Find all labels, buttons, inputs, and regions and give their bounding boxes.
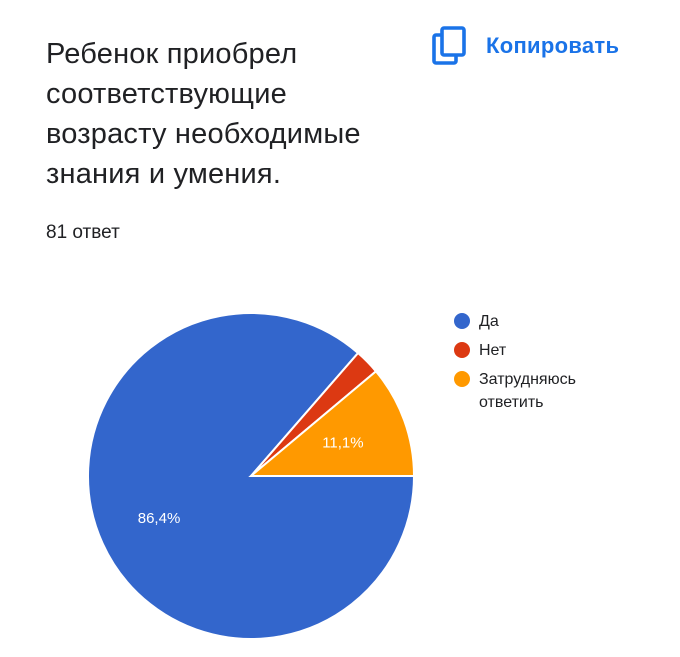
legend-label: Да [479, 313, 499, 330]
slice-value-label: 11,1% [322, 435, 363, 452]
legend-item[interactable]: Нет [454, 339, 599, 362]
copy-label: Копировать [486, 33, 620, 58]
legend-dot [454, 313, 470, 329]
question-title: Ребенок приобрел соответствующие возраст… [46, 38, 361, 190]
chart-legend: Да Нет Затрудняюсь ответить [454, 310, 599, 420]
legend-item[interactable]: Затрудняюсь ответить [454, 368, 599, 414]
slice-value-label: 86,4% [138, 510, 181, 527]
legend-dot [454, 371, 470, 387]
pie-slice[interactable] [87, 312, 416, 640]
legend-dot [454, 342, 470, 358]
pie-slice[interactable] [248, 369, 416, 477]
legend-label: Затрудняюсь ответить [479, 371, 576, 411]
legend-item[interactable]: Да [454, 310, 599, 333]
legend-label: Нет [479, 342, 507, 359]
response-count: 81 ответ [46, 222, 120, 243]
copy-icon [432, 26, 466, 65]
copy-button[interactable]: Копировать [432, 26, 619, 66]
